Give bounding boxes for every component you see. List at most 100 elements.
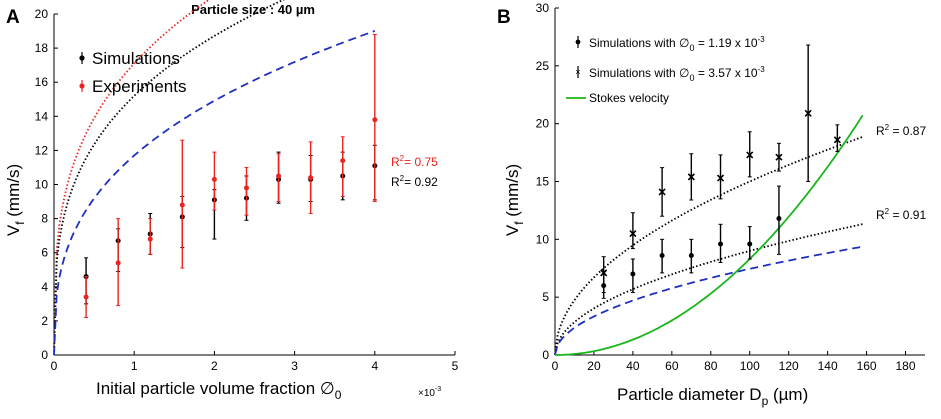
y-tick-label: 0 (41, 348, 48, 362)
legend-sup: -3 (758, 35, 766, 44)
y-tick-label: 4 (41, 280, 48, 294)
x-tick-label: 4 (371, 359, 378, 373)
r2-sup: 2 (885, 207, 890, 216)
ylabel-unit: (mm/s) (4, 164, 23, 222)
x-tick-label: 60 (665, 359, 679, 373)
panel-a-title: Particle size : 40 µm (191, 2, 315, 17)
legend-text: Simulations with ∅ (589, 36, 690, 50)
data-point (658, 167, 666, 217)
stokes-velocity-curve (555, 114, 864, 356)
y-tick-label: 16 (35, 75, 49, 89)
x-tick-label: 80 (704, 359, 718, 373)
panel-b-r2-upper: R2 = 0.87 (876, 123, 926, 138)
panel-b-xlabel: Particle diameter Dp (µm) (617, 385, 808, 408)
r2-value: = 0.87 (889, 124, 926, 138)
legend-sub: 0 (690, 43, 695, 53)
dot-marker (776, 216, 782, 222)
cross-marker (775, 153, 783, 161)
panel-b-legend: Simulations with ∅0 = 1.19 x 10-3 × Simu… (566, 35, 765, 105)
data-point (746, 131, 754, 178)
xlabel-sub: p (762, 394, 769, 408)
data-point (687, 153, 695, 201)
panel-a-ylabel: Vf (mm/s) (4, 164, 27, 236)
data-point (659, 238, 665, 274)
cross-marker (746, 151, 754, 159)
cross-marker (716, 174, 725, 182)
ylabel-unit: (mm/s) (503, 164, 522, 222)
fit-curve-dashed-2 (53, 30, 376, 356)
fit-curve-dotted-1 (53, 0, 285, 356)
data-point (276, 153, 282, 203)
dot-marker (718, 241, 724, 247)
legend-rest: = 3.57 x 10 (695, 66, 758, 80)
y-tick-label: 30 (536, 1, 550, 15)
data-point (83, 276, 89, 318)
x-tick-label: 40 (626, 359, 640, 373)
r2-sup: 2 (885, 123, 890, 132)
x-tick-label: 100 (740, 359, 760, 373)
ylabel-main: V (503, 224, 522, 236)
data-point (600, 256, 608, 294)
data-point (243, 166, 249, 216)
panel-b-fit-curves (554, 114, 864, 356)
y-tick-label: 10 (536, 232, 550, 246)
cross-marker (804, 109, 812, 117)
data-point (340, 136, 346, 197)
r2-value: = 0.92 (404, 175, 438, 189)
legend-b-entry-3: Stokes velocity (589, 91, 669, 105)
y-tick-label: 0 (542, 348, 549, 362)
legend-text: Simulations with ∅ (589, 66, 690, 80)
dot-marker (147, 236, 153, 242)
dot-marker (308, 175, 314, 181)
y-tick-label: 14 (35, 109, 49, 123)
y-tick-label: 20 (35, 7, 49, 21)
dot-marker (115, 260, 121, 266)
r2-value: = 0.75 (404, 155, 438, 169)
panel-a-xlabel-main: Initial particle volume fraction ∅ (96, 379, 335, 398)
dot-marker (179, 202, 185, 208)
data-point (372, 33, 378, 203)
y-tick-label: 12 (35, 143, 49, 157)
y-tick-label: 5 (542, 290, 549, 304)
legend-exp-label: Experiments (92, 77, 186, 96)
data-point (179, 139, 185, 269)
r2-r: R (391, 175, 400, 189)
r2-r: R (876, 124, 885, 138)
fit-curve-dotted-1 (554, 223, 863, 356)
r2-sup: 2 (400, 154, 405, 163)
dot-marker (243, 185, 249, 191)
x-tick-label: 180 (896, 359, 916, 373)
x-tick-label: 2 (211, 359, 218, 373)
y-tick-label: 25 (536, 59, 550, 73)
y-tick-label: 2 (41, 314, 48, 328)
data-point (833, 124, 841, 152)
dot-marker (659, 253, 665, 259)
legend-b-entry-1: Simulations with ∅0 = 1.19 x 10-3 (589, 35, 765, 53)
fit-curve-dotted-0 (554, 136, 863, 356)
dot-marker (340, 158, 346, 164)
r2-sup: 2 (400, 174, 405, 183)
x-tick-label: 3 (291, 359, 298, 373)
panel-b-axes (554, 8, 925, 356)
y-tick-label: 18 (35, 41, 49, 55)
panel-b-r2-lower: R2 = 0.91 (876, 207, 926, 222)
x-tick-label: 5 (452, 359, 459, 373)
cross-marker (833, 136, 841, 144)
data-point (147, 218, 153, 255)
data-point (718, 223, 724, 263)
data-point (747, 226, 753, 260)
y-tick-label: 20 (536, 117, 550, 131)
x-multiplier-exp: -3 (435, 386, 441, 393)
data-point (804, 44, 812, 182)
data-point (629, 212, 637, 250)
x-tick-label: 20 (587, 359, 601, 373)
panel-a-r2-simulations: R2= 0.92 (391, 174, 438, 189)
dot-marker (276, 173, 282, 179)
panel-a-r2-experiments: R2= 0.75 (391, 154, 438, 169)
dot-marker (688, 253, 694, 259)
r2-r: R (876, 208, 885, 222)
data-point (115, 218, 121, 307)
